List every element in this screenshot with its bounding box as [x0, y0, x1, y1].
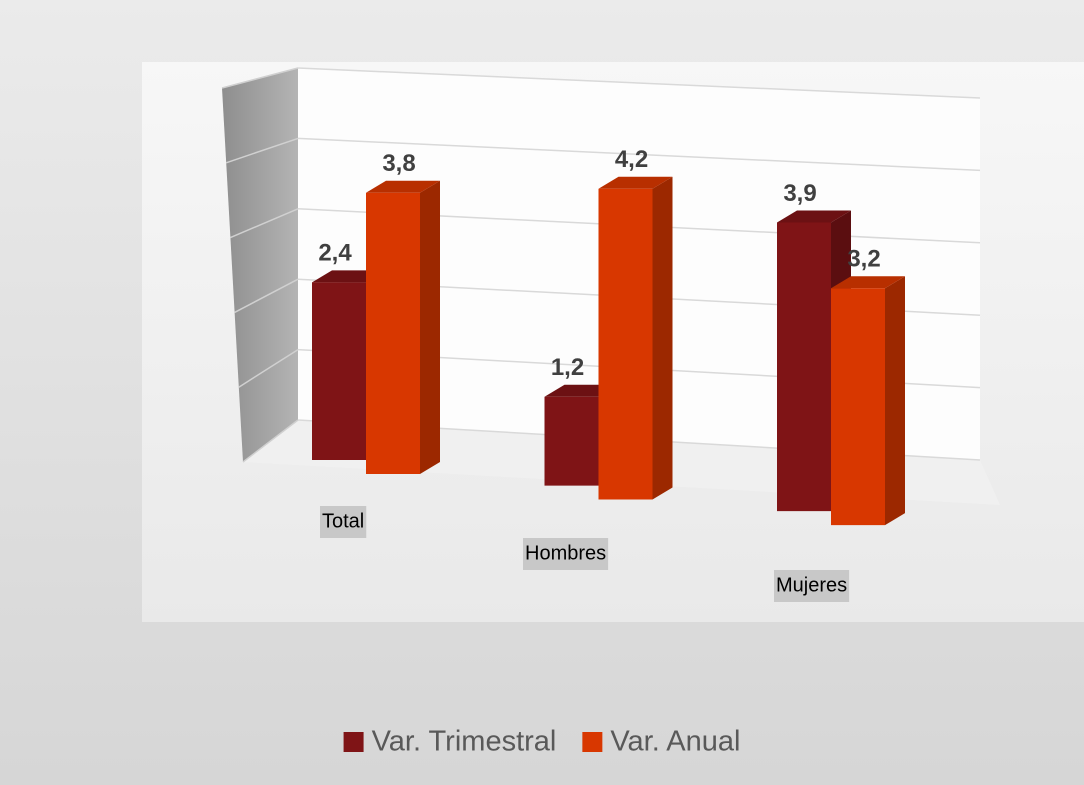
bar-front: [777, 222, 831, 512]
bar: [366, 180, 440, 474]
legend-label: Var. Anual: [610, 726, 740, 758]
legend-swatch: [582, 732, 603, 752]
grid-line: [234, 278, 299, 314]
grid-line: [297, 67, 981, 99]
bar: [598, 176, 673, 500]
bar-front: [598, 188, 653, 500]
bar-side: [420, 180, 440, 474]
bar-side: [652, 176, 673, 500]
grid-line: [238, 348, 299, 388]
data-label: 2,4: [318, 240, 352, 267]
bar-front: [366, 192, 420, 474]
grid-line: [225, 137, 299, 164]
grid-line: [297, 137, 981, 172]
legend-swatch: [343, 732, 364, 752]
x-tick-label: Total: [322, 510, 364, 532]
bar-top: [777, 210, 851, 223]
bar-top: [831, 276, 905, 289]
grid-line: [242, 419, 299, 463]
grid-line: [221, 67, 299, 89]
category-label-bg: [320, 506, 367, 538]
category-label-bg: [523, 538, 609, 570]
bar: [831, 276, 905, 526]
bar-top: [366, 180, 440, 193]
legend-label: Var. Trimestral: [372, 726, 557, 758]
data-label: 3,8: [382, 150, 415, 177]
data-label: 3,2: [847, 246, 880, 273]
x-tick-label: Mujeres: [776, 574, 847, 596]
side-wall: [222, 68, 298, 462]
category-label-bg: [774, 570, 850, 602]
grid-line: [230, 208, 299, 239]
x-tick-label: Hombres: [525, 542, 606, 564]
bar-top: [598, 176, 673, 189]
data-label: 3,9: [783, 180, 816, 207]
bar-front: [544, 396, 599, 486]
data-label: 1,2: [551, 354, 584, 381]
data-label: 4,2: [615, 146, 648, 173]
bar-side: [885, 276, 905, 526]
bar-front: [312, 282, 366, 460]
bar-front: [831, 288, 885, 526]
